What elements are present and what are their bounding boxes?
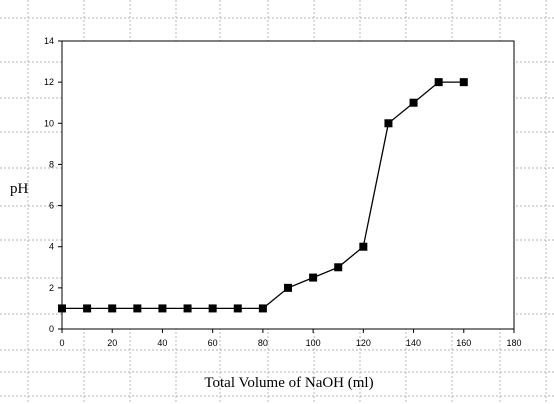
x-axis: 0 20 40 60 80 100 120 140 160 180: [59, 329, 522, 348]
data-point: [309, 273, 318, 282]
frame-rect: [61, 40, 515, 330]
data-point: [434, 78, 443, 87]
y-tick-label: 14: [44, 36, 54, 46]
data-point: [284, 283, 292, 292]
data-point: [158, 304, 167, 313]
y-axis-title: pH: [10, 181, 29, 197]
plot-area: [62, 41, 514, 329]
plot-frame: [61, 40, 515, 330]
data-point: [409, 98, 418, 107]
data-point: [208, 304, 217, 313]
y-tick-label: 12: [44, 77, 54, 87]
data-point: [133, 304, 142, 313]
data-point: [258, 304, 267, 313]
x-tick-label: 20: [107, 338, 117, 348]
x-tick-label: 180: [506, 338, 521, 348]
y-tick-label: 10: [44, 118, 54, 128]
x-tick-label: 140: [406, 338, 421, 348]
data-point: [334, 263, 343, 272]
y-tick-label: 2: [49, 283, 54, 293]
data-point: [233, 304, 242, 313]
data-point: [359, 242, 368, 251]
y-tick-label: 6: [49, 201, 54, 211]
y-tick-label: 0: [49, 324, 54, 334]
data-point: [83, 304, 92, 313]
x-tick-label: 60: [208, 338, 218, 348]
data-point: [384, 119, 393, 128]
x-tick-label: 160: [456, 338, 471, 348]
x-tick-label: 120: [356, 338, 371, 348]
y-axis: 0 2 4 6 8 10 12 14: [44, 36, 62, 334]
x-tick-label: 40: [157, 338, 167, 348]
y-tick-label: 8: [49, 159, 54, 169]
data-point: [108, 304, 117, 313]
series-markers: [58, 78, 468, 313]
y-tick-label: 4: [49, 242, 54, 252]
data-point: [459, 78, 468, 87]
data-point: [183, 304, 192, 313]
x-tick-label: 100: [306, 338, 321, 348]
x-tick-label: 0: [59, 338, 64, 348]
data-point: [58, 304, 66, 313]
x-axis-title: Total Volume of NaOH (ml): [204, 375, 373, 391]
x-tick-label: 80: [258, 338, 268, 348]
